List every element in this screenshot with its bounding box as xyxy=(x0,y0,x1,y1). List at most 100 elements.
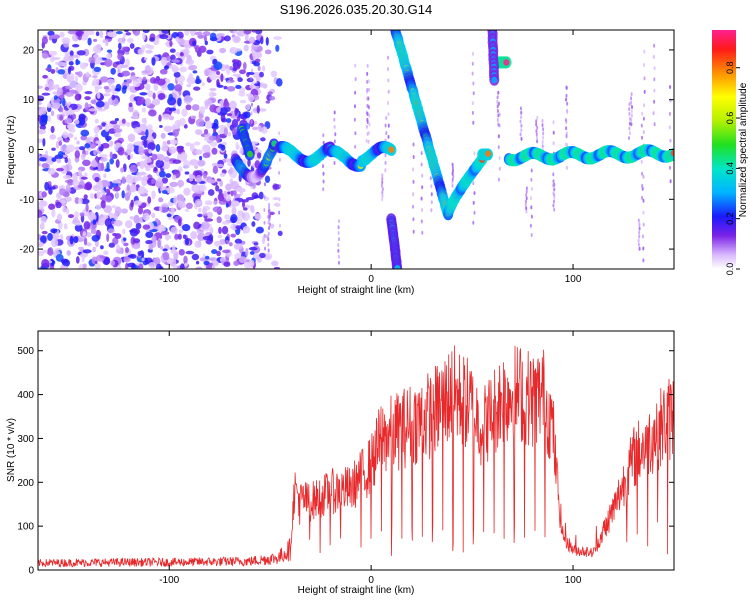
noise-point xyxy=(85,181,93,191)
noise-point xyxy=(124,51,130,55)
noise-point xyxy=(47,30,55,37)
noise-point xyxy=(104,135,112,141)
noise-point xyxy=(203,128,209,135)
noise-point xyxy=(158,197,164,203)
noise-point xyxy=(182,234,187,240)
noise-point xyxy=(157,239,161,249)
noise-point xyxy=(48,203,56,210)
noise-point xyxy=(104,58,113,67)
noise-point xyxy=(38,85,43,89)
streak-point xyxy=(653,122,656,127)
streak-point xyxy=(642,222,645,227)
noise-point xyxy=(55,201,62,209)
streak-point xyxy=(641,195,644,200)
streak-point xyxy=(322,171,325,176)
noise-point xyxy=(38,122,41,128)
noise-point xyxy=(223,101,230,108)
streak-point xyxy=(530,196,532,201)
noise-point xyxy=(145,231,154,238)
noise-point xyxy=(38,95,45,102)
noise-point xyxy=(217,112,226,116)
streak-point xyxy=(420,219,423,224)
noise-point xyxy=(96,92,101,99)
noise-point xyxy=(39,124,47,131)
noise-point xyxy=(88,142,97,149)
noise-point xyxy=(132,228,141,235)
noise-point xyxy=(129,144,135,153)
noise-point xyxy=(265,36,269,46)
noise-point xyxy=(48,80,54,89)
colorbar-tick-label: 0.0 xyxy=(725,263,735,276)
noise-point xyxy=(116,30,123,35)
noise-point xyxy=(225,183,232,191)
noise-point xyxy=(225,194,231,202)
noise-point xyxy=(64,118,73,124)
noise-point xyxy=(65,208,70,215)
streak-point xyxy=(497,113,500,118)
noise-point xyxy=(57,136,64,142)
noise-point xyxy=(147,136,154,142)
noise-point xyxy=(137,186,147,195)
noise-point xyxy=(176,194,185,201)
noise-point xyxy=(208,135,218,141)
noise-point xyxy=(147,142,156,151)
zero-band-right xyxy=(671,149,674,157)
streak-point xyxy=(524,202,527,207)
noise-point xyxy=(255,58,261,63)
noise-point xyxy=(76,60,81,65)
noise-point xyxy=(123,255,131,263)
noise-point xyxy=(153,78,159,85)
noise-point xyxy=(252,30,256,33)
noise-point xyxy=(120,167,125,173)
noise-point xyxy=(183,124,188,129)
streak-point xyxy=(565,97,568,102)
streak-point xyxy=(473,191,476,196)
streak-point xyxy=(542,135,545,140)
streak-point xyxy=(354,63,357,68)
noise-point xyxy=(85,150,89,156)
streak-point xyxy=(380,183,383,188)
streak-point xyxy=(387,55,390,60)
streak-point xyxy=(566,109,569,114)
noise-point xyxy=(113,132,122,138)
noise-point xyxy=(159,124,163,129)
noise-point xyxy=(82,159,91,167)
noise-point xyxy=(115,159,120,168)
streak-point xyxy=(565,142,567,147)
streak-point xyxy=(536,125,539,130)
noise-point xyxy=(95,100,105,108)
streak-point xyxy=(497,134,500,139)
noise-point xyxy=(66,250,71,256)
noise-point xyxy=(223,153,228,159)
noise-point xyxy=(38,201,41,206)
streak-point xyxy=(669,85,672,89)
noise-point xyxy=(272,197,280,201)
noise-point xyxy=(154,257,161,265)
burst xyxy=(503,59,510,66)
streak-point xyxy=(535,119,538,124)
noise-point xyxy=(128,66,135,71)
noise-point xyxy=(133,200,143,206)
noise-point xyxy=(276,78,283,87)
noise-point xyxy=(148,149,152,154)
lower-band-left xyxy=(247,150,253,158)
noise-point xyxy=(261,65,266,72)
noise-point xyxy=(166,186,175,194)
noise-point xyxy=(198,114,204,119)
noise-point xyxy=(192,70,198,74)
streak-point xyxy=(251,102,253,107)
noise-point xyxy=(194,31,203,36)
noise-point xyxy=(238,256,247,264)
noise-point xyxy=(51,208,56,218)
streak-point xyxy=(412,142,415,147)
streak-point xyxy=(354,144,357,149)
spectrogram-x-tick-label: 100 xyxy=(565,274,582,285)
noise-point xyxy=(245,33,249,42)
noise-point xyxy=(258,125,262,133)
noise-point xyxy=(185,104,192,111)
streak-point xyxy=(365,124,368,129)
streak-point xyxy=(642,198,645,203)
noise-point xyxy=(111,94,116,101)
noise-point xyxy=(155,159,165,169)
streak-point xyxy=(653,77,656,82)
